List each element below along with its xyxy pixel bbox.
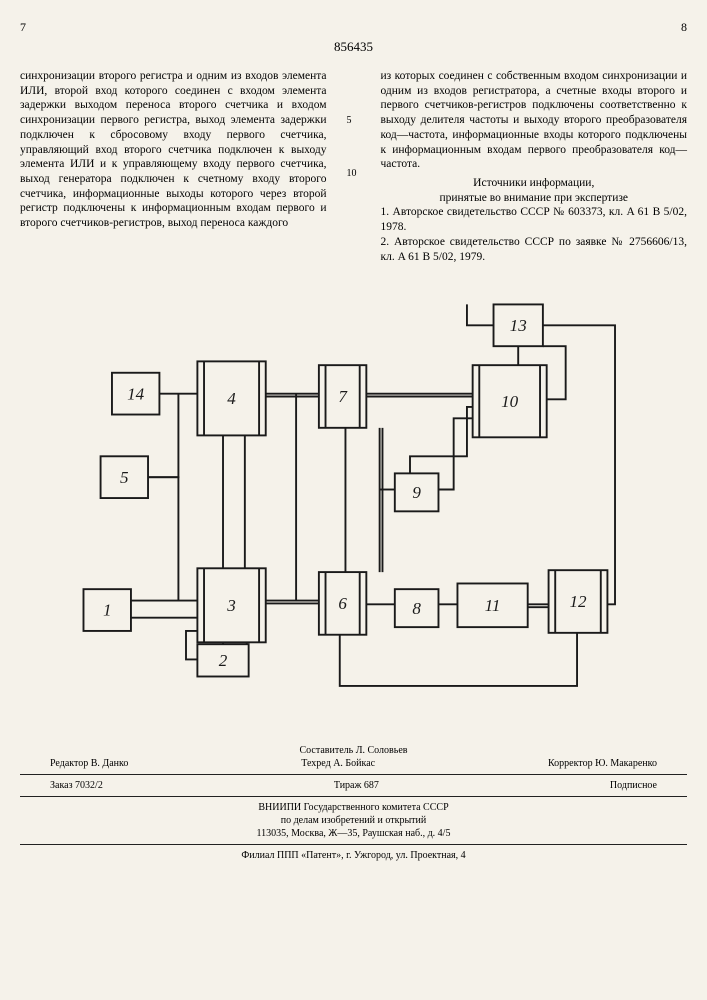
footer-editor: Редактор В. Данко — [50, 757, 128, 770]
doc-number: 856435 — [20, 39, 687, 55]
svg-text:14: 14 — [127, 385, 145, 404]
col1-text: синхронизации второго регистра и одним и… — [20, 69, 327, 231]
col2-ref1: 1. Авторское свидетельство СССР № 603373… — [381, 205, 688, 234]
svg-text:8: 8 — [412, 599, 421, 618]
footer-sign: Подписное — [610, 779, 657, 792]
svg-text:4: 4 — [227, 389, 236, 408]
footer-tech: Техред А. Бойкас — [301, 757, 375, 770]
svg-text:10: 10 — [501, 392, 519, 411]
col2-sources-title: Источники информации, — [381, 176, 688, 191]
svg-text:13: 13 — [509, 316, 526, 335]
footer-corrector: Корректор Ю. Макаренко — [548, 757, 657, 770]
svg-text:9: 9 — [412, 483, 421, 502]
svg-text:2: 2 — [218, 651, 227, 670]
line-marker-5: 5 — [347, 115, 361, 128]
svg-text:5: 5 — [120, 468, 129, 487]
page-left-num: 7 — [20, 20, 26, 35]
svg-text:1: 1 — [102, 601, 111, 620]
imprint-footer: Составитель Л. Соловьев Редактор В. Данк… — [20, 744, 687, 862]
footer-tirage: Тираж 687 — [334, 779, 379, 792]
svg-text:12: 12 — [569, 593, 587, 612]
footer-addr: 113035, Москва, Ж—35, Раушская наб., д. … — [20, 827, 687, 840]
footer-composer: Составитель Л. Соловьев — [20, 744, 687, 757]
col2-sources-sub: принятые во внимание при экспертизе — [381, 191, 688, 206]
page-right-num: 8 — [681, 20, 687, 35]
text-columns: синхронизации второго регистра и одним и… — [20, 69, 687, 264]
svg-text:3: 3 — [226, 596, 236, 615]
block-diagram: 1234567891011121314 — [74, 294, 634, 704]
footer-org1: ВНИИПИ Государственного комитета СССР — [20, 801, 687, 814]
svg-text:6: 6 — [338, 594, 347, 613]
footer-branch: Филиал ППП «Патент», г. Ужгород, ул. Про… — [20, 849, 687, 862]
svg-text:11: 11 — [484, 596, 500, 615]
svg-text:7: 7 — [338, 388, 348, 407]
column-right: из которых соединен с собственным входом… — [381, 69, 688, 264]
column-left: синхронизации второго регистра и одним и… — [20, 69, 327, 264]
footer-order: Заказ 7032/2 — [50, 779, 103, 792]
line-marker-10: 10 — [347, 168, 361, 181]
footer-org2: по делам изобретений и открытий — [20, 814, 687, 827]
col2-p1: из которых соединен с собственным входом… — [381, 69, 688, 172]
col2-ref2: 2. Авторское свидетельство СССР по заявк… — [381, 235, 688, 264]
